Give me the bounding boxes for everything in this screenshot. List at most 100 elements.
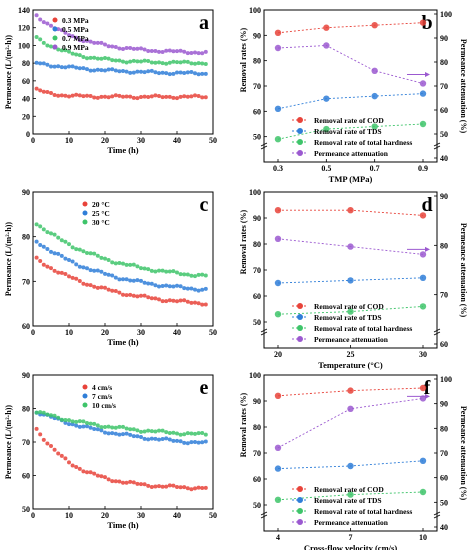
data-point [146, 483, 151, 488]
legend-marker [297, 336, 303, 342]
y-tick-label: 0 [26, 130, 30, 139]
data-point [128, 432, 133, 437]
y-tick-label: 90 [253, 31, 261, 40]
data-point [63, 456, 68, 461]
data-point [56, 235, 61, 240]
data-point [95, 427, 100, 432]
y-tick-label: 100 [249, 371, 261, 380]
data-point [193, 287, 197, 292]
series-1 [274, 90, 427, 113]
x-tick-label: 25 [347, 350, 355, 359]
data-point [182, 49, 187, 54]
data-point [371, 92, 378, 100]
data-point [103, 42, 107, 47]
data-point [153, 48, 158, 53]
data-point [74, 423, 79, 428]
data-point [200, 61, 205, 66]
data-point [142, 436, 147, 441]
series-line [277, 45, 424, 84]
data-point [81, 66, 86, 71]
data-point [81, 39, 86, 44]
axis-break [260, 145, 268, 150]
data-point [167, 72, 172, 77]
panel-d: 20 25 30 50 60 70 80 90 100 60 70 80 90 Temperature (… [239, 188, 468, 370]
x-tick-label: 0.7 [370, 164, 380, 173]
y-tick-label: 20 [22, 112, 30, 121]
data-point [167, 94, 172, 99]
y-right-tick-label: 40 [440, 154, 448, 163]
arrow-head [425, 393, 430, 399]
data-point [85, 282, 89, 287]
data-point [182, 298, 187, 303]
legend-label: 0.5 MPa [62, 25, 89, 34]
data-point [113, 93, 118, 98]
data-point [56, 415, 61, 420]
data-point [41, 89, 46, 94]
data-point [189, 94, 194, 99]
data-point [419, 303, 427, 310]
y-tick-label: 60 [253, 292, 261, 301]
data-point [41, 227, 46, 232]
data-point [203, 485, 208, 490]
data-point [110, 479, 115, 484]
data-point [74, 419, 79, 424]
data-point [99, 68, 104, 73]
y-tick-label: 100 [249, 6, 261, 15]
data-point [77, 66, 82, 71]
series-0 [274, 384, 427, 399]
data-point [157, 268, 161, 273]
legend-label: Removal rate of TDS [314, 496, 382, 505]
panel-b: 0.3 0.5 0.7 0.9 50 60 70 80 90 100 40 50 60 70 80 90 100… [239, 6, 468, 184]
data-point [153, 429, 158, 434]
data-point [128, 278, 133, 283]
data-point [139, 46, 143, 51]
data-point [139, 266, 143, 271]
data-point [157, 437, 161, 442]
data-point [41, 244, 46, 249]
data-point [153, 296, 158, 301]
axis-break [260, 142, 268, 147]
data-point [110, 44, 115, 49]
data-point [164, 283, 169, 288]
series-3 [34, 13, 208, 56]
data-point [45, 264, 50, 269]
legend-label: Removal rate of total hardness [314, 507, 412, 516]
data-point [128, 59, 133, 64]
axis-break [260, 328, 268, 333]
x-tick-label: 50 [209, 328, 217, 337]
panel-e: 0 10 20 30 40 50 50 60 70 80 90 Time (h) Permeance (… [4, 371, 217, 530]
data-point [167, 483, 172, 488]
data-point [347, 277, 354, 284]
data-point [171, 49, 176, 54]
data-point [131, 58, 136, 63]
data-point [146, 95, 151, 100]
data-point [274, 136, 282, 143]
data-point [34, 426, 39, 431]
data-point [182, 59, 187, 64]
data-point [106, 424, 111, 429]
data-point [182, 272, 187, 277]
data-point [52, 251, 57, 256]
y-right-tick-label: 60 [440, 340, 448, 349]
y-right-tick-label: 100 [440, 375, 452, 384]
data-point [85, 424, 89, 429]
data-point [70, 422, 75, 427]
y-tick-label: 100 [249, 188, 261, 197]
data-point [52, 447, 57, 452]
x-tick-label: 20 [101, 136, 109, 145]
data-point [85, 420, 89, 425]
data-point [171, 59, 176, 64]
y-tick-label: 40 [22, 95, 30, 104]
x-tick-label: 20 [274, 350, 282, 359]
data-point [41, 61, 46, 66]
data-point [200, 51, 205, 56]
data-point [139, 429, 143, 434]
legend-label: 0.3 MPa [62, 16, 89, 25]
data-point [167, 430, 172, 435]
data-point [67, 257, 71, 262]
legend-label: Removal rate of total hardness [314, 138, 412, 147]
data-point [203, 273, 208, 278]
data-point [149, 485, 154, 490]
data-point [67, 64, 71, 69]
legend-label: Permeance attenuation [314, 149, 389, 158]
